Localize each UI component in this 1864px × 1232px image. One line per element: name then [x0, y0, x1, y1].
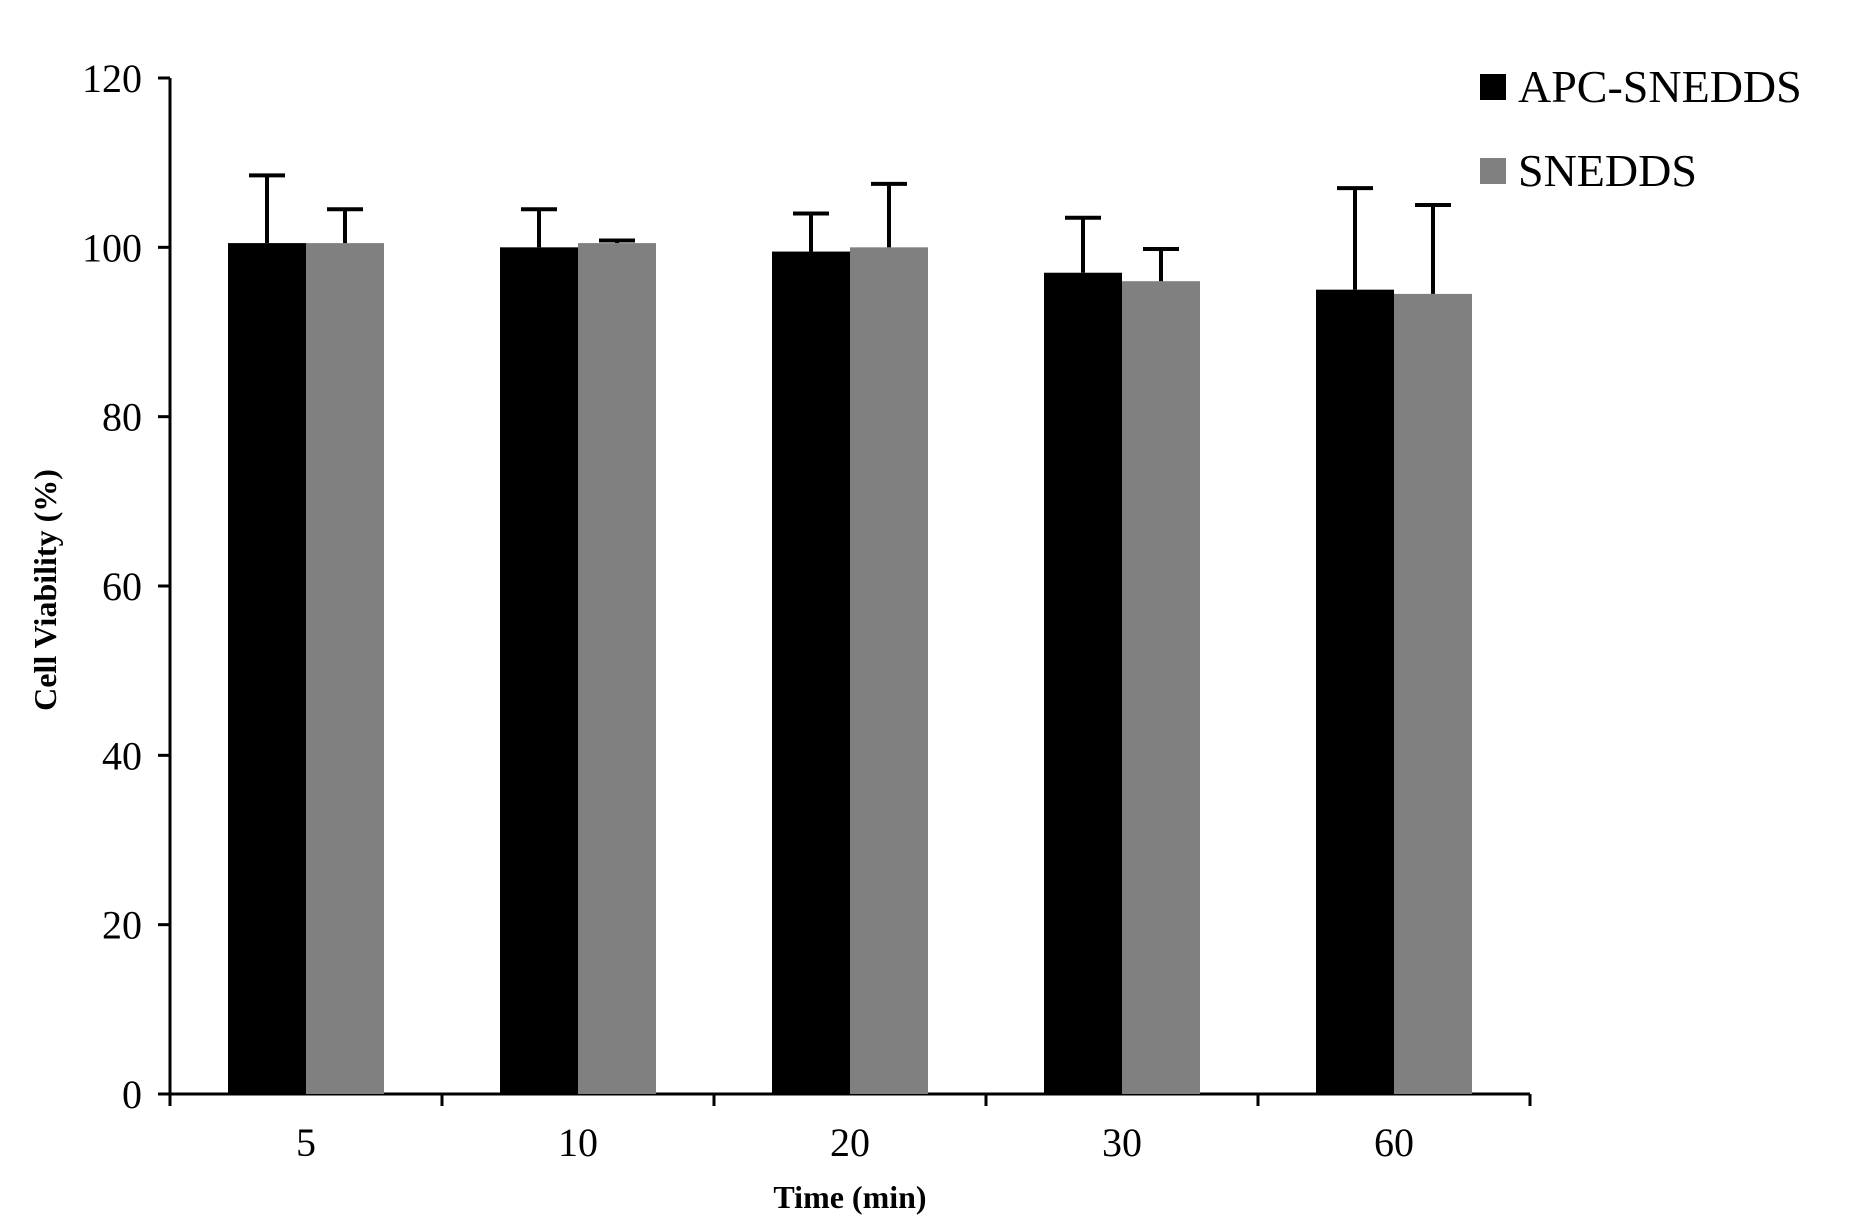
- x-axis-title: Time (min): [773, 1179, 926, 1215]
- bar-snedds-30: [1122, 281, 1200, 1094]
- legend: APC-SNEDDS SNEDDS: [1480, 61, 1802, 196]
- x-tick-label: 30: [1102, 1120, 1142, 1165]
- y-tick-label: 100: [82, 225, 142, 270]
- bar-apc-snedds-20: [772, 251, 850, 1095]
- legend-label: SNEDDS: [1518, 145, 1697, 196]
- legend-swatch: [1480, 74, 1506, 100]
- bars: [228, 243, 1472, 1095]
- y-tick-label: 40: [102, 733, 142, 778]
- axes: [158, 76, 1532, 1106]
- bar-snedds-10: [578, 243, 656, 1095]
- y-tick-label: 60: [102, 564, 142, 609]
- bar-snedds-60: [1394, 293, 1472, 1094]
- legend-swatch: [1480, 158, 1506, 184]
- y-tick-label: 80: [102, 395, 142, 440]
- bar-apc-snedds-30: [1044, 272, 1122, 1094]
- x-tick-label: 60: [1374, 1120, 1414, 1165]
- x-tick-label: 5: [296, 1120, 316, 1165]
- y-tick-label: 20: [102, 903, 142, 948]
- x-tick-label: 20: [830, 1120, 870, 1165]
- error-bars: [249, 173, 1451, 294]
- y-tick-label: 120: [82, 56, 142, 101]
- bar-apc-snedds-5: [228, 243, 306, 1095]
- bar-apc-snedds-60: [1316, 289, 1394, 1095]
- tick-labels: 0 20 40 60 80 100 120 5 10 20 30 60: [82, 56, 1414, 1165]
- legend-label: APC-SNEDDS: [1518, 61, 1802, 112]
- bar-apc-snedds-10: [500, 247, 578, 1095]
- bar-snedds-5: [306, 243, 384, 1095]
- y-tick-label: 0: [122, 1072, 142, 1117]
- y-axis-title: Cell Viability (%): [27, 469, 63, 711]
- x-tick-label: 10: [558, 1120, 598, 1165]
- bar-snedds-20: [850, 247, 928, 1095]
